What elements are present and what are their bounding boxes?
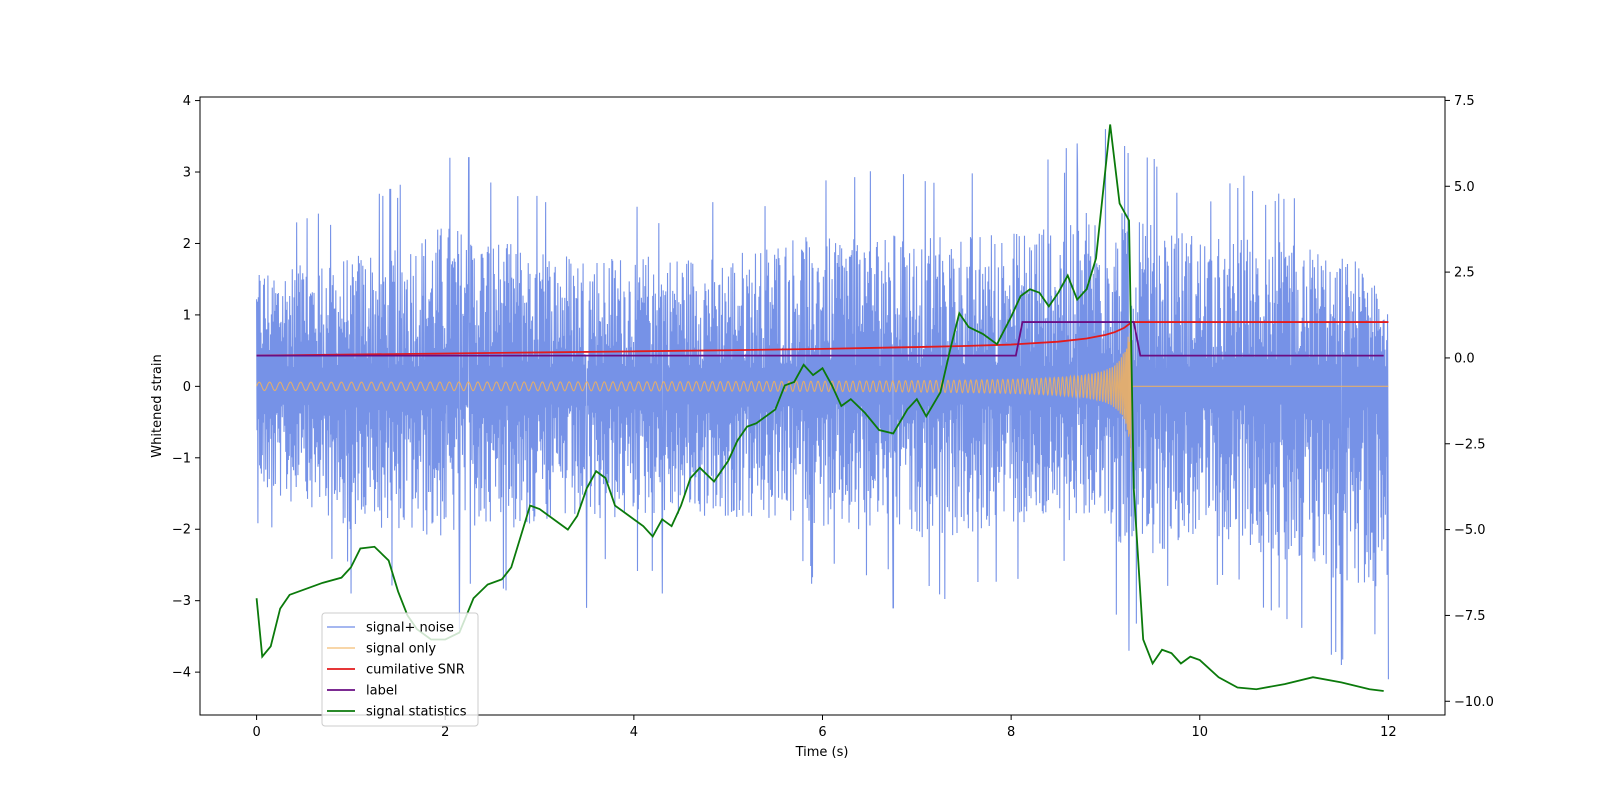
y-axis-right: −10.0 −7.5 −5.0 −2.5 0.0 2.5 5.0 7.5	[1445, 94, 1494, 710]
y2-tick-label: 7.5	[1454, 94, 1475, 109]
y-tick-label: 2	[183, 237, 191, 252]
y-tick-label: 3	[183, 166, 191, 181]
y2-tick-label: 2.5	[1454, 266, 1475, 281]
x-tick-label: 6	[818, 725, 826, 740]
y-tick-label: 4	[183, 94, 191, 109]
x-tick-label: 12	[1380, 725, 1397, 740]
series-line-cumilative-snr	[256, 321, 1389, 357]
y-tick-label: 1	[183, 308, 191, 323]
legend: signal+ noise signal only cumilative SNR la…	[321, 612, 479, 727]
x-tick-label: 4	[630, 725, 638, 740]
x-tick-label: 0	[252, 725, 260, 740]
y2-tick-label: −7.5	[1454, 609, 1486, 624]
plot-area	[255, 124, 1389, 692]
y-axis-left: −4 −3 −2 −1 0 1 2 3 4	[172, 94, 200, 681]
x-tick-label: 8	[1007, 725, 1015, 740]
x-axis-label: Time (s)	[795, 745, 849, 760]
y-axis-label: Whitened strain	[150, 354, 165, 457]
y-tick-label: −2	[172, 523, 191, 538]
legend-label: signal only	[366, 642, 436, 657]
x-tick-label: 10	[1191, 725, 1208, 740]
legend-label: cumilative SNR	[366, 663, 465, 678]
legend-label: label	[366, 684, 397, 699]
y-tick-label: 0	[183, 380, 191, 395]
y-tick-label: −1	[172, 451, 191, 466]
y2-tick-label: 5.0	[1454, 180, 1475, 195]
series-line-signal-noise	[256, 129, 1389, 680]
y-tick-label: −4	[172, 666, 191, 681]
x-tick-label: 2	[441, 725, 449, 740]
legend-label: signal+ noise	[366, 621, 454, 636]
series-line-signal-only	[256, 333, 1389, 462]
y2-tick-label: 0.0	[1454, 351, 1475, 366]
series-line-label	[256, 321, 1384, 357]
y2-tick-label: −10.0	[1454, 695, 1494, 710]
y-tick-label: −3	[172, 594, 191, 609]
y2-tick-label: −5.0	[1454, 523, 1486, 538]
legend-label: signal statistics	[366, 705, 467, 720]
legend-box	[321, 612, 479, 727]
y2-tick-label: −2.5	[1454, 437, 1486, 452]
